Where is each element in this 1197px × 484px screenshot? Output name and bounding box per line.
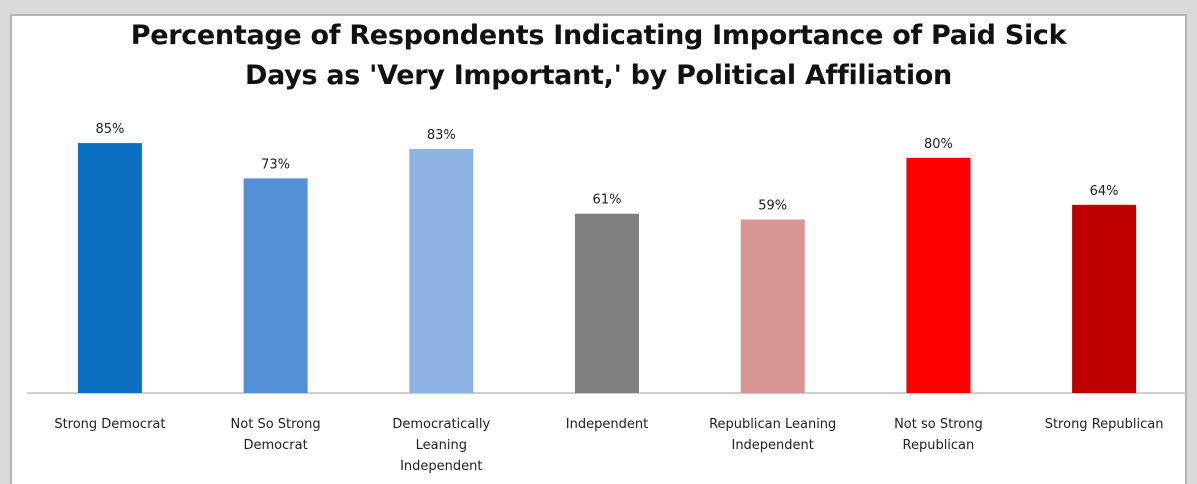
labels-group: 85% Strong Democrat 73% Not So Strong Democr… bbox=[54, 122, 1163, 474]
bar-value-label-6: 80% bbox=[924, 137, 953, 152]
bar-value-label-2: 73% bbox=[261, 157, 290, 172]
bar-6 bbox=[906, 157, 971, 393]
chart-title-line-1: Percentage of Respondents Indicating Imp… bbox=[130, 20, 1067, 51]
bar-value-label-5: 59% bbox=[758, 199, 787, 214]
category-label-line: Democrat bbox=[244, 438, 308, 453]
category-label-line: Leaning bbox=[416, 438, 467, 453]
category-label-5: Republican Leaning Independent bbox=[709, 417, 836, 453]
category-label-2: Not So Strong Democrat bbox=[231, 417, 321, 453]
category-label-line: Independent bbox=[731, 438, 813, 453]
chart-title-line-2: Days as 'Very Important,' by Political A… bbox=[245, 60, 952, 91]
category-label-line: Strong Democrat bbox=[54, 417, 165, 432]
category-label-4: Independent bbox=[566, 417, 648, 432]
category-label-7: Strong Republican bbox=[1045, 417, 1164, 432]
category-label-line: Not so Strong bbox=[894, 417, 983, 432]
bar-2 bbox=[243, 178, 308, 393]
category-label-line: Independent bbox=[400, 459, 482, 474]
bar-value-label-1: 85% bbox=[95, 122, 124, 137]
bar-3 bbox=[409, 149, 474, 393]
bar-value-label-4: 61% bbox=[593, 193, 622, 208]
category-label-1: Strong Democrat bbox=[54, 417, 165, 432]
category-label-line: Not So Strong bbox=[231, 417, 321, 432]
bar-value-label-7: 64% bbox=[1090, 184, 1119, 199]
category-label-line: Republican Leaning bbox=[709, 417, 836, 432]
bar-4 bbox=[575, 213, 639, 393]
category-label-line: Democratically bbox=[392, 417, 490, 432]
chart-title: Percentage of Respondents Indicating Imp… bbox=[0, 16, 1197, 96]
bar-1 bbox=[77, 143, 142, 393]
category-label-3: Democratically Leaning Independent bbox=[392, 417, 490, 474]
category-label-6: Not so Strong Republican bbox=[894, 417, 983, 453]
bar-value-label-3: 83% bbox=[427, 128, 456, 143]
bars-group bbox=[77, 143, 1137, 393]
category-label-line: Republican bbox=[903, 438, 975, 453]
category-label-line: Strong Republican bbox=[1045, 417, 1164, 432]
category-label-line: Independent bbox=[566, 417, 648, 432]
bar-5 bbox=[740, 219, 805, 393]
bar-7 bbox=[1072, 204, 1137, 393]
